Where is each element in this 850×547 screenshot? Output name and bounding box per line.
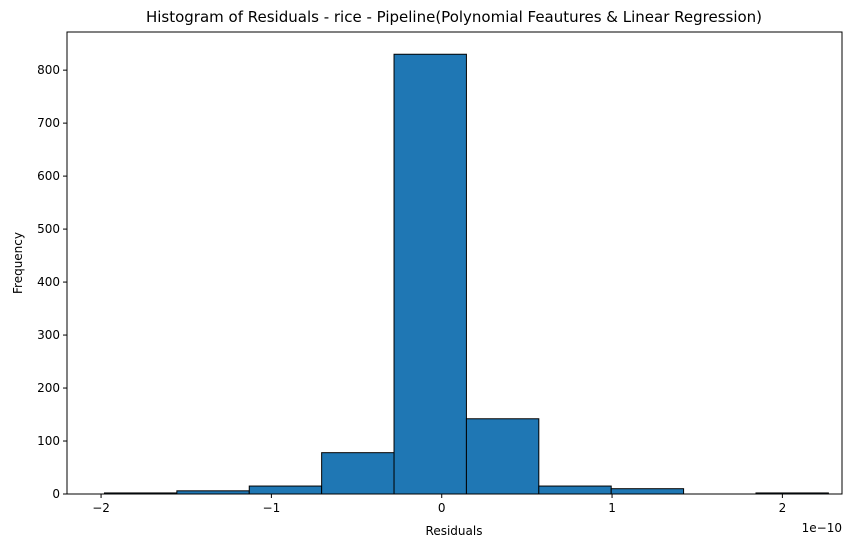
histogram-bar (538, 485, 612, 495)
x-tick-label: 1 (608, 501, 616, 515)
chart-title: Histogram of Residuals - rice - Pipeline… (146, 8, 762, 26)
x-axis-offset-label: 1e−10 (802, 521, 842, 535)
histogram-bar (248, 485, 323, 495)
y-tick-label: 100 (37, 434, 60, 448)
y-tick-label: 300 (37, 328, 60, 342)
x-tick-label: −2 (92, 501, 110, 515)
y-tick-label: 200 (37, 381, 60, 395)
x-axis-ticks: −2 −1 0 1 2 (92, 494, 786, 515)
y-tick-label: 800 (37, 63, 60, 77)
histogram-bar (465, 418, 540, 495)
x-tick-label: 2 (779, 501, 787, 515)
plot-frame (66, 31, 843, 495)
x-tick-label: 0 (438, 501, 446, 515)
x-axis-label: Residuals (426, 524, 483, 538)
x-tick-label: −1 (263, 501, 281, 515)
histogram-bar (393, 53, 467, 495)
y-tick-label: 700 (37, 116, 60, 130)
y-tick-label: 0 (52, 487, 60, 501)
y-axis-label: Frequency (11, 232, 25, 294)
histogram-bar (610, 488, 685, 495)
y-tick-label: 600 (37, 169, 60, 183)
y-tick-label: 500 (37, 222, 60, 236)
y-axis-ticks: 0 100 200 300 400 500 600 700 800 (37, 63, 67, 501)
y-tick-label: 400 (37, 275, 60, 289)
histogram-bar (321, 452, 395, 495)
bars-group (103, 53, 829, 495)
